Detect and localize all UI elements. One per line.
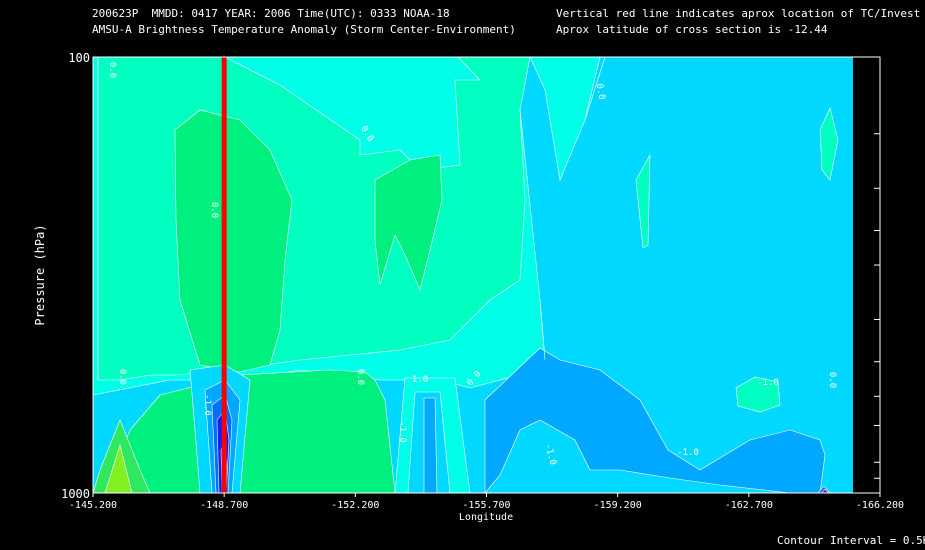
contour-region xyxy=(819,107,839,181)
contour-label: 0.0 xyxy=(594,83,607,101)
header-line2-right: Aprox latitude of cross section is -12.4… xyxy=(556,23,828,36)
x-tick-label: -162.700 xyxy=(725,500,773,511)
x-tick-labels: -145.200 -148.700 -152.200 -155.700 -159.200… xyxy=(69,500,904,511)
contour-line xyxy=(584,56,606,121)
x-tick-label: -152.200 xyxy=(331,500,379,511)
y-tick-label: 100 xyxy=(68,51,90,65)
contour-label: -1.0 xyxy=(677,448,699,458)
contour-label: -1.0 xyxy=(397,421,407,443)
contour-lines xyxy=(97,56,606,380)
contour-label: 0.0 xyxy=(209,202,219,218)
x-tick-label: -159.200 xyxy=(594,500,642,511)
y-tick-label: 1000 xyxy=(61,487,90,501)
no-data-strip xyxy=(853,57,880,493)
contour-label: -1.0 xyxy=(757,378,779,388)
contour-region xyxy=(735,376,781,413)
contour-label: 0.0 xyxy=(107,62,117,78)
contour-region xyxy=(423,397,438,494)
contour-label: 0.0 xyxy=(827,372,837,388)
contour-region xyxy=(174,109,293,373)
x-axis-label: Longitude xyxy=(459,512,513,523)
y-tick-labels: 100 1000 xyxy=(61,51,90,501)
contour-fills xyxy=(92,56,880,494)
contour-label: 0.0 xyxy=(117,369,127,385)
axis-ticks xyxy=(92,133,881,497)
contour-label: -1.0 xyxy=(202,394,212,416)
x-tick-label: -166.200 xyxy=(856,500,904,511)
y-axis-label: Pressure (hPa) xyxy=(33,224,47,325)
header-line1-right: Vertical red line indicates aprox locati… xyxy=(556,7,921,20)
contour-region xyxy=(635,154,651,249)
x-tick-label: -148.700 xyxy=(200,500,248,511)
header-line1-left: 200623P MMDD: 0417 YEAR: 2006 Time(UTC):… xyxy=(92,7,450,20)
x-tick-label: -155.700 xyxy=(462,500,510,511)
header-line2-left: AMSU-A Brightness Temperature Anomaly (S… xyxy=(92,23,516,36)
contour-label: 0.0 xyxy=(355,369,365,385)
contour-line xyxy=(539,299,546,361)
contour-interval-note: Contour Interval = 0.5K xyxy=(777,534,925,547)
x-tick-label: -145.200 xyxy=(69,500,117,511)
contour-label: 1.0 xyxy=(412,375,428,385)
contour-region xyxy=(374,154,443,291)
